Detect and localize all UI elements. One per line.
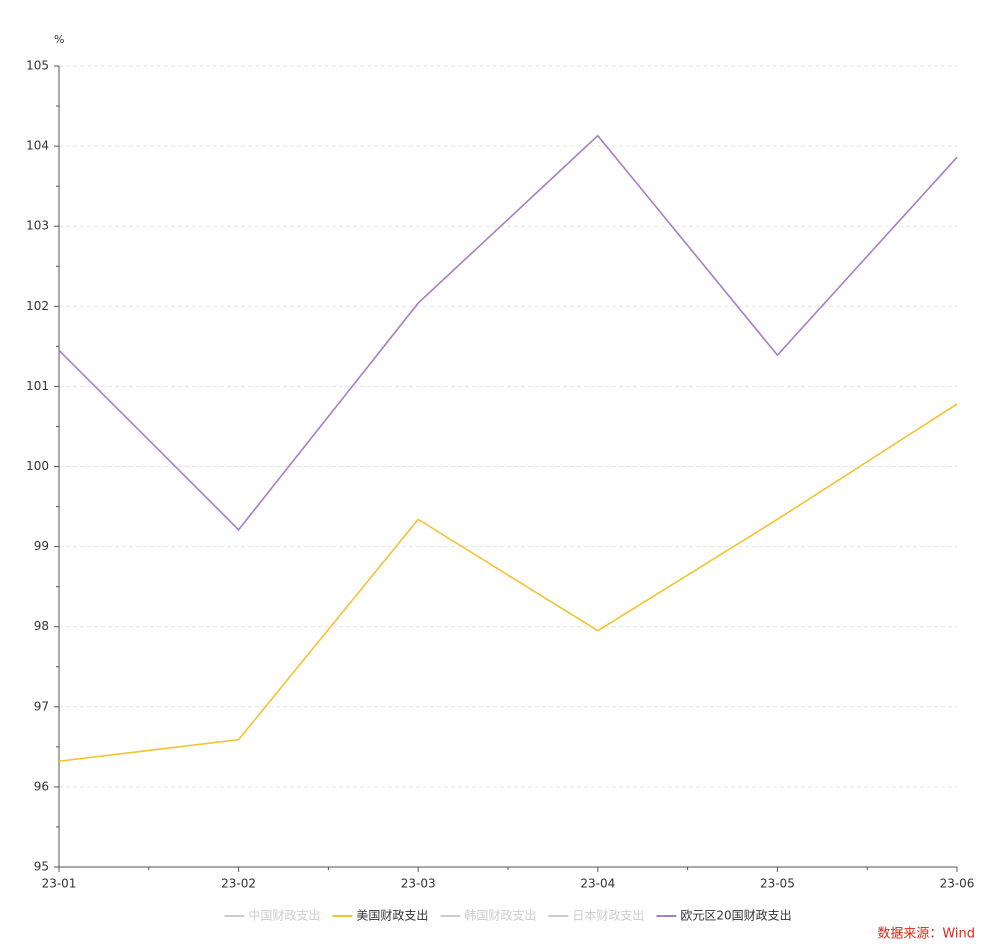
y-tick-label: 103 — [26, 219, 49, 233]
legend-label: 美国财政支出 — [356, 909, 428, 923]
legend-label: 韩国财政支出 — [464, 908, 536, 923]
x-tick-label: 23-05 — [760, 877, 795, 891]
series-line — [58, 403, 958, 763]
y-tick-label: 102 — [26, 299, 49, 313]
x-tick-label: 23-02 — [221, 877, 256, 891]
y-tick-label: 98 — [34, 619, 49, 633]
y-tick-label: 99 — [34, 539, 49, 553]
legend-label: 日本财政支出 — [572, 909, 644, 923]
y-tick-label: 101 — [26, 379, 49, 393]
source: 数据来源：Wind — [877, 927, 975, 942]
y-tick-label: 95 — [34, 860, 49, 874]
legend: 中国财政支出 美国财政支出 韩国财政支出 日本财政支出 欧元区20国财政支出 — [224, 908, 792, 923]
x-tick-label: 23-03 — [401, 877, 436, 891]
x-tick-label: 23-04 — [580, 877, 615, 891]
y-tick-label: 104 — [26, 139, 49, 153]
y-unit: % — [54, 33, 64, 46]
series-line — [58, 134, 958, 531]
y-tick-label: 105 — [26, 59, 49, 73]
y-tick-label: 96 — [34, 779, 49, 793]
y-tick-label: 100 — [26, 459, 49, 473]
legend-label: 欧元区20国财政支出 — [680, 909, 791, 923]
x-tick-label: 23-06 — [940, 877, 975, 891]
y-tick-label: 97 — [34, 699, 49, 713]
legend-label: 中国财政支出 — [248, 908, 320, 923]
x-tick-label: 23-01 — [42, 877, 77, 891]
